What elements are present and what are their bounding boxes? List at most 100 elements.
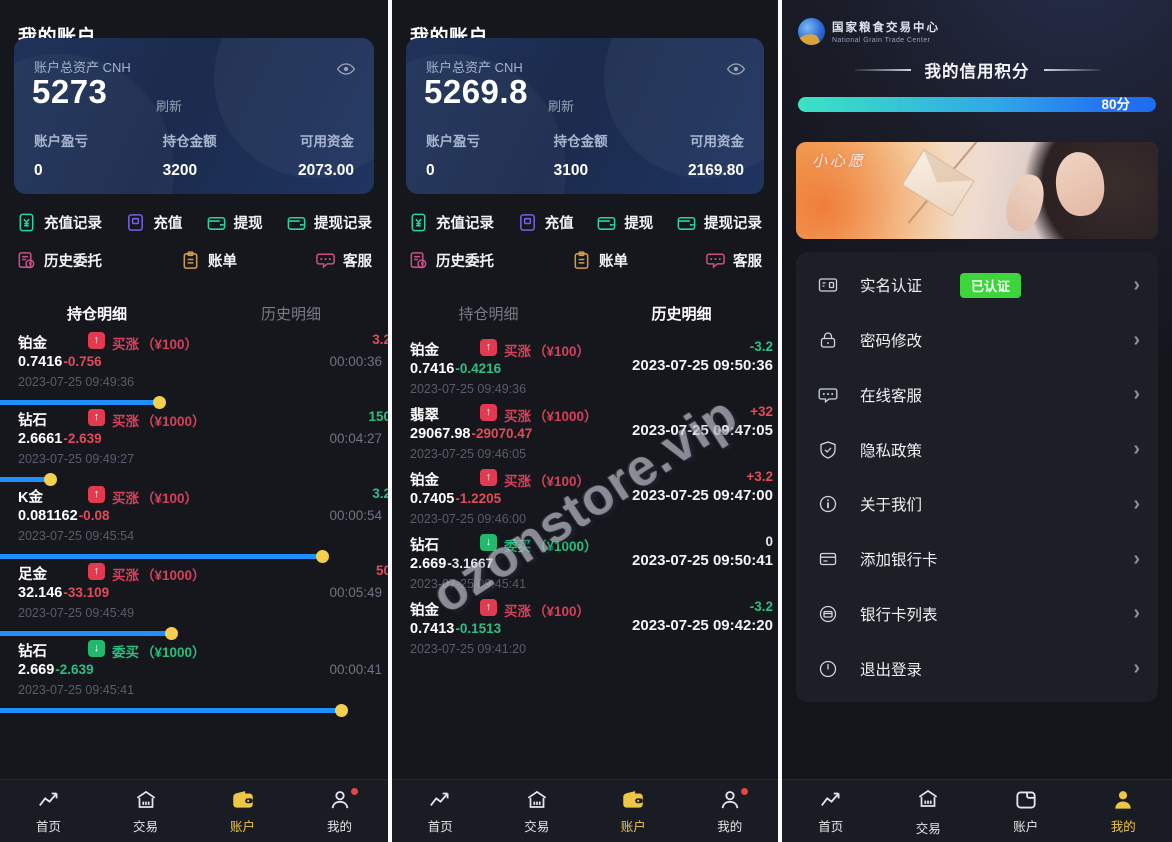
- position-row[interactable]: 钻石 ↓ 委买 （¥1000） 2.669-2.639 00:00:41 2023…: [0, 638, 388, 717]
- instrument-name: 铂金: [18, 336, 47, 352]
- nav-account[interactable]: 账户: [194, 780, 291, 842]
- progress-fill: [0, 627, 178, 640]
- stat-available: 可用资金 2169.80: [688, 130, 744, 180]
- recharge-record-button[interactable]: 充值记录: [16, 212, 102, 233]
- nav-label: 我的: [717, 820, 743, 834]
- history-row[interactable]: 钻石 ↓ 委买 （¥1000） 0 2023-07-25 09:50:41 2.6…: [392, 532, 778, 597]
- tab-positions[interactable]: 持仓明细: [66, 306, 127, 323]
- position-row[interactable]: 钻石 ↑ 买涨 （¥1000） 150 2.6661-2.639 00:04:27…: [0, 407, 388, 486]
- direction-badge: ↑: [88, 409, 105, 426]
- chart-icon: [820, 792, 840, 806]
- action-label: 充值: [544, 216, 574, 232]
- progress-dot[interactable]: [335, 704, 349, 717]
- close-price: -0.4216: [455, 361, 502, 376]
- order-type: 买涨 （¥1000）: [112, 564, 206, 584]
- action-label: 提现记录: [313, 216, 372, 232]
- order-date: 2023-07-25 09:46:00: [410, 512, 527, 526]
- menu-item-online-service[interactable]: 在线客服 ›: [796, 368, 1158, 423]
- menu-item-privacy-policy[interactable]: 隐私政策 ›: [796, 422, 1158, 477]
- time-progress-bar: [0, 396, 388, 409]
- tab-history[interactable]: 历史明细: [260, 306, 321, 323]
- nav-home[interactable]: 首页: [782, 780, 880, 842]
- profit-value: 0: [765, 534, 773, 549]
- customer-service-button[interactable]: 客服: [705, 250, 762, 271]
- direction-badge: ↑: [480, 404, 497, 421]
- progress-dot[interactable]: [164, 627, 178, 640]
- arrow-icon: ↓: [93, 642, 100, 654]
- arrow-icon: ↑: [93, 565, 100, 577]
- nav-mine[interactable]: 我的: [682, 780, 779, 842]
- menu-item-real-name-auth[interactable]: 实名认证 已认证 ›: [796, 258, 1158, 313]
- arrow-icon: ↓: [485, 536, 492, 548]
- nav-home[interactable]: 首页: [0, 780, 97, 842]
- order-amount: （¥100）: [533, 474, 591, 489]
- nav-trade[interactable]: 交易: [880, 780, 978, 842]
- recharge-record-icon: [408, 212, 429, 233]
- nav-mine[interactable]: 我的: [291, 780, 388, 842]
- tab-positions[interactable]: 持仓明细: [458, 306, 519, 323]
- bill-button[interactable]: 账单: [571, 250, 628, 271]
- close-price: -0.08: [78, 508, 110, 523]
- refresh-button[interactable]: 刷新: [156, 99, 183, 114]
- action-label: 充值记录: [436, 216, 494, 232]
- menu-item-bank-card-list[interactable]: 银行卡列表 ›: [796, 587, 1158, 642]
- progress-dot[interactable]: [316, 550, 330, 563]
- history-row[interactable]: 翡翠 ↑ 买涨 （¥1000） +32 2023-07-25 09:47:05 2…: [392, 402, 778, 467]
- menu-item-about-us[interactable]: 关于我们 ›: [796, 477, 1158, 532]
- brand-name-en: National Grain Trade Center: [832, 37, 931, 44]
- open-price: 0.081162: [18, 508, 78, 524]
- withdraw-button[interactable]: 提现: [206, 212, 263, 233]
- menu-item-add-bank-card[interactable]: 添加银行卡 ›: [796, 532, 1158, 587]
- nav-home[interactable]: 首页: [392, 780, 489, 842]
- history-row[interactable]: 铂金 ↑ 买涨 （¥100） +3.2 2023-07-25 09:47:00 0…: [392, 467, 778, 532]
- nav-trade[interactable]: 交易: [97, 780, 194, 842]
- history-orders-button[interactable]: 历史委托: [16, 250, 102, 271]
- withdraw-button[interactable]: 提现: [596, 212, 653, 233]
- bank-card-icon: [818, 549, 838, 569]
- history-row[interactable]: 铂金 ↑ 买涨 （¥100） -3.2 2023-07-25 09:42:20 0…: [392, 597, 778, 662]
- progress-dot[interactable]: [153, 396, 167, 409]
- history-row[interactable]: 铂金 ↑ 买涨 （¥100） -3.2 2023-07-25 09:50:36 0…: [392, 337, 778, 402]
- verified-badge: 已认证: [960, 272, 1022, 298]
- position-row[interactable]: 足金 ↑ 买涨 （¥1000） 50 32.146-33.109 00:05:49…: [0, 561, 388, 640]
- credit-score-value: 80分: [1101, 97, 1130, 112]
- card-list-icon: [818, 604, 838, 624]
- history-orders-button[interactable]: 历史委托: [408, 250, 494, 271]
- recharge-button[interactable]: 充值: [517, 212, 574, 233]
- order-date: 2023-07-25 09:45:49: [18, 606, 135, 620]
- refresh-button[interactable]: 刷新: [548, 99, 575, 114]
- open-price: 2.669: [410, 556, 447, 572]
- bill-icon: [180, 250, 201, 271]
- nav-account[interactable]: 账户: [585, 780, 682, 842]
- order-type: 买涨 （¥100）: [504, 340, 590, 360]
- progress-dot[interactable]: [44, 473, 58, 486]
- nav-account[interactable]: 账户: [977, 780, 1075, 842]
- promo-banner[interactable]: 小心愿: [796, 142, 1158, 239]
- price-pair: 0.7413-0.1513: [410, 620, 501, 638]
- recharge-button[interactable]: 充值: [125, 212, 182, 233]
- stat-holdings: 持仓金额 3200: [163, 130, 217, 180]
- eye-icon[interactable]: [726, 59, 746, 84]
- instrument-name: 钻石: [18, 413, 47, 429]
- order-type-label: 买涨: [504, 604, 531, 619]
- instrument-name: 钻石: [18, 644, 47, 660]
- history-orders-icon: [16, 250, 37, 271]
- withdraw-record-button[interactable]: 提现记录: [286, 212, 372, 233]
- order-type: 买涨 （¥100）: [504, 600, 590, 620]
- arrow-icon: ↑: [485, 471, 492, 483]
- order-amount: （¥1000）: [141, 645, 206, 660]
- menu-item-logout[interactable]: 退出登录 ›: [796, 641, 1158, 696]
- eye-icon[interactable]: [336, 59, 356, 84]
- brand-logo-icon: [798, 18, 825, 45]
- bill-button[interactable]: 账单: [180, 250, 237, 271]
- position-row[interactable]: K金 ↑ 买涨 （¥100） 3.2 0.081162-0.08 00:00:54…: [0, 484, 388, 563]
- recharge-record-button[interactable]: 充值记录: [408, 212, 494, 233]
- menu-item-change-password[interactable]: 密码修改 ›: [796, 313, 1158, 368]
- withdraw-record-button[interactable]: 提现记录: [676, 212, 762, 233]
- customer-service-button[interactable]: 客服: [315, 250, 372, 271]
- tab-history[interactable]: 历史明细: [651, 306, 712, 323]
- instrument-name: 钻石: [410, 538, 439, 554]
- position-row[interactable]: 铂金 ↑ 买涨 （¥100） 3.2 0.7416-0.756 00:00:36 …: [0, 330, 388, 409]
- nav-trade[interactable]: 交易: [489, 780, 586, 842]
- nav-mine[interactable]: 我的: [1075, 780, 1172, 842]
